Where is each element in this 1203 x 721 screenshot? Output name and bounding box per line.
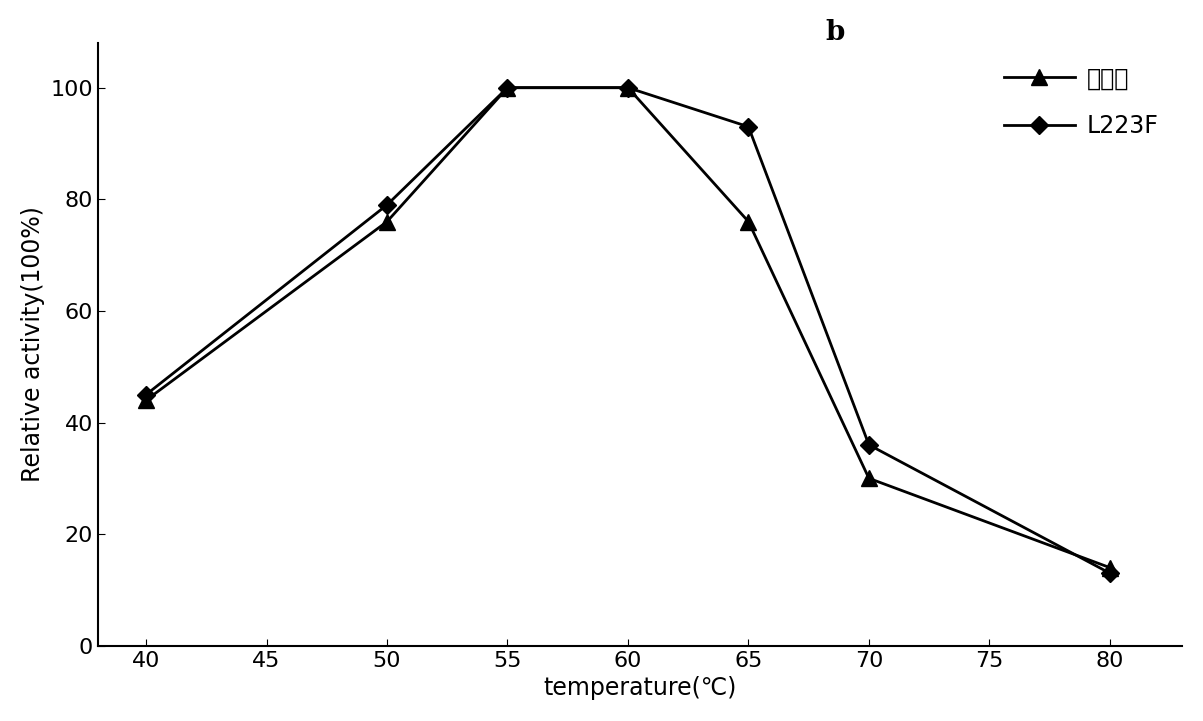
Line: L223F: L223F [140, 81, 1116, 580]
L223F [1103, 569, 1118, 578]
野生型 [1103, 563, 1118, 572]
野生型 [861, 474, 876, 482]
L223F [380, 200, 395, 209]
野生型 [500, 84, 515, 92]
L223F [741, 123, 755, 131]
野生型 [741, 217, 755, 226]
Line: 野生型: 野生型 [138, 80, 1118, 575]
L223F [138, 390, 153, 399]
L223F [621, 84, 635, 92]
Legend: 野生型, L223F: 野生型, L223F [992, 55, 1171, 150]
Text: b: b [825, 19, 845, 46]
L223F [861, 441, 876, 449]
L223F [500, 84, 515, 92]
野生型 [380, 217, 395, 226]
野生型 [138, 396, 153, 404]
野生型 [621, 84, 635, 92]
X-axis label: temperature(℃): temperature(℃) [544, 676, 736, 700]
Y-axis label: Relative activity(100%): Relative activity(100%) [20, 206, 45, 482]
